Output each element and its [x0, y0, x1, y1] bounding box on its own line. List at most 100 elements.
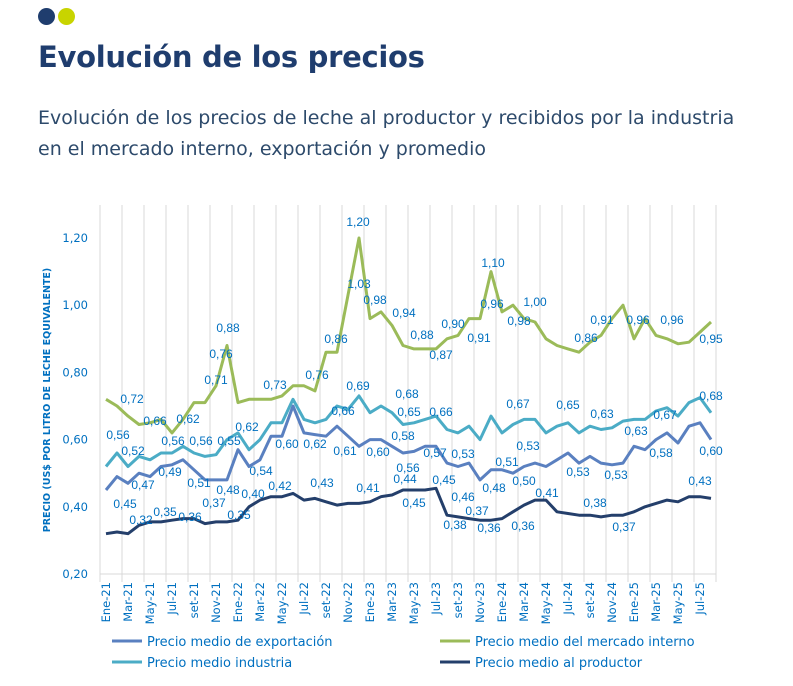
- data-label: 0,87: [429, 348, 453, 362]
- data-label: 0,50: [512, 474, 536, 488]
- x-axis: Ene-21 Mar-21 May-21 Jul-21 set-21 Nov-21 Ene-…: [99, 582, 707, 624]
- y-tick-label: 1,00: [62, 298, 88, 312]
- data-label: 0,58: [649, 446, 673, 460]
- data-label: 0,45: [402, 496, 426, 510]
- data-label: 0,76: [305, 368, 329, 382]
- data-label: 0,49: [158, 465, 182, 479]
- page-subtitle: Evolución de los precios de leche al pro…: [38, 107, 735, 160]
- data-label: 1,10: [481, 256, 505, 270]
- data-label: 0,98: [507, 314, 531, 328]
- data-label: 0,65: [556, 398, 580, 412]
- y-axis: 0,20 0,40 0,60 0,80 1,00 1,20: [62, 231, 88, 581]
- y-tick-label: 0,60: [62, 433, 88, 447]
- x-tick-label: Nov-22: [341, 582, 355, 623]
- data-label: 0,88: [216, 321, 240, 335]
- legend-label: Precio medio del mercado interno: [475, 635, 695, 650]
- x-tick-label: Mar-24: [517, 582, 531, 622]
- x-tick-label: set-21: [187, 582, 201, 618]
- data-label: 0,56: [396, 461, 420, 475]
- data-label: 0,65: [397, 405, 421, 419]
- data-labels: 0,72 0,66 0,62 0,71 0,76 0,88 0,73 0,76 0,86 0,56…: [106, 215, 723, 535]
- data-label: 0,67: [506, 397, 530, 411]
- data-label: 0,96: [480, 297, 504, 311]
- x-tick-label: Ene-23: [363, 582, 377, 622]
- legend-label: Precio medio industria: [147, 656, 292, 671]
- series-line-1: [105, 236, 713, 435]
- data-label: 0,41: [535, 486, 559, 500]
- data-label: 0,46: [451, 490, 475, 504]
- data-label: 0,91: [467, 331, 491, 345]
- data-label: 0,56: [161, 434, 185, 448]
- data-label: 1,00: [523, 295, 547, 309]
- data-label: 0,66: [429, 405, 453, 419]
- data-label: 0,37: [202, 496, 226, 510]
- data-label: 0,73: [263, 378, 287, 392]
- data-label: 0,38: [583, 496, 607, 510]
- data-label: 0,91: [590, 313, 614, 327]
- data-label: 0,52: [121, 444, 145, 458]
- x-tick-label: set-24: [583, 582, 597, 618]
- y-tick-label: 0,40: [62, 500, 88, 514]
- data-label: 0,43: [310, 476, 334, 490]
- data-label: 0,36: [178, 510, 202, 524]
- data-label: 0,94: [392, 306, 416, 320]
- data-label: 0,61: [333, 444, 357, 458]
- data-label: 0,55: [217, 434, 241, 448]
- data-label: 0,36: [477, 521, 501, 535]
- x-tick-label: Ene-21: [99, 582, 113, 622]
- data-label: 0,48: [216, 483, 240, 497]
- data-label: 0,98: [363, 293, 387, 307]
- data-label: 0,53: [566, 465, 590, 479]
- data-label: 0,60: [366, 445, 390, 459]
- x-tick-label: Nov-23: [473, 582, 487, 623]
- data-label: 0,38: [443, 518, 467, 532]
- data-label: 0,72: [120, 392, 144, 406]
- x-tick-label: Mar-22: [253, 582, 267, 622]
- data-label: 0,96: [660, 313, 684, 327]
- data-label: 0,96: [626, 313, 650, 327]
- data-label: 0,69: [346, 379, 370, 393]
- data-label: 0,36: [511, 519, 535, 533]
- brand-dot-lime: [58, 8, 75, 25]
- data-label: 0,32: [129, 513, 153, 527]
- data-label: 0,56: [106, 428, 130, 442]
- y-tick-label: 1,20: [62, 231, 88, 245]
- data-label: 0,88: [410, 328, 434, 342]
- data-label: 0,37: [465, 504, 489, 518]
- x-tick-label: Nov-21: [209, 582, 223, 623]
- data-label: 0,76: [209, 347, 233, 361]
- x-tick-label: Mar-23: [385, 582, 399, 622]
- brand-dot-navy: [38, 8, 55, 25]
- data-label: 0,62: [303, 437, 327, 451]
- x-tick-label: May-21: [143, 582, 157, 624]
- x-tick-label: May-25: [671, 582, 685, 624]
- x-tick-label: Nov-24: [605, 582, 619, 623]
- legend: Precio medio de exportación Precio medio …: [112, 635, 695, 671]
- data-label: 0,67: [653, 408, 677, 422]
- data-label: 0,63: [590, 407, 614, 421]
- data-label: 0,54: [249, 464, 273, 478]
- gridlines: [99, 205, 717, 582]
- data-label: 0,62: [235, 420, 259, 434]
- data-label: 0,45: [113, 497, 137, 511]
- x-tick-label: set-22: [319, 582, 333, 618]
- x-tick-label: May-22: [275, 582, 289, 624]
- x-tick-label: Jul-25: [693, 582, 707, 616]
- data-label: 0,51: [187, 476, 211, 490]
- y-tick-label: 0,20: [62, 567, 88, 581]
- data-label: 0,53: [604, 468, 628, 482]
- data-label: 0,86: [574, 331, 598, 345]
- x-tick-label: set-23: [451, 582, 465, 618]
- legend-label: Precio medio al productor: [475, 656, 643, 671]
- data-label: 1,03: [347, 277, 371, 291]
- series-line-3: [105, 486, 712, 536]
- x-tick-label: Jul-23: [429, 582, 443, 616]
- legend-label: Precio medio de exportación: [147, 635, 333, 650]
- x-tick-label: May-24: [539, 582, 553, 624]
- y-tick-label: 0,80: [62, 365, 88, 379]
- data-label: 0,71: [204, 373, 228, 387]
- data-label: 0,60: [699, 444, 723, 458]
- data-label: 0,47: [131, 478, 155, 492]
- x-tick-label: Jul-24: [561, 582, 575, 616]
